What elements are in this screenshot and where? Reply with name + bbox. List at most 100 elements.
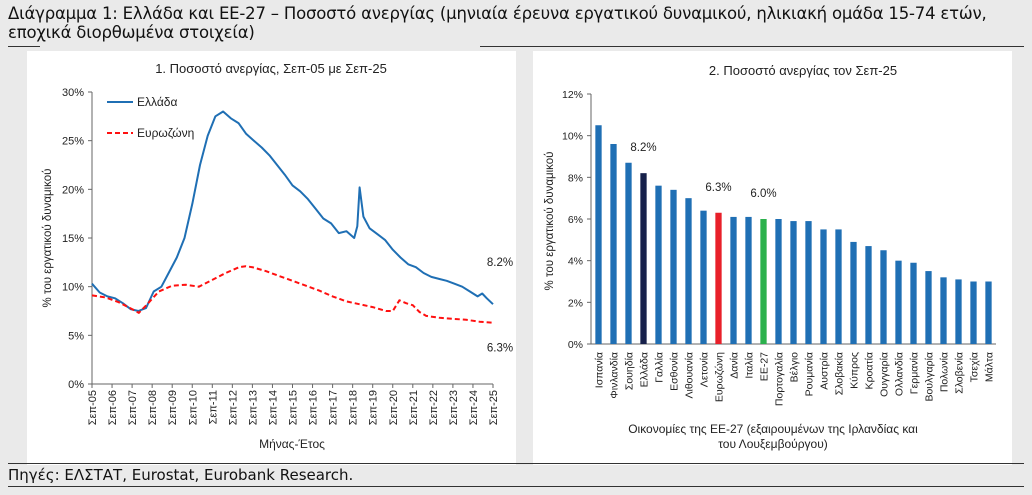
- chart2-bar: [865, 246, 872, 344]
- chart2-x-tick-label: Λιθουανία: [684, 352, 696, 399]
- chart2-bar: [955, 279, 962, 344]
- chart2-y-tick-label: 12%: [562, 89, 583, 101]
- chart1-title: 1. Ποσοστό ανεργίας, Σεπ-05 με Σεπ-25: [155, 61, 387, 76]
- chart-panel-unemployment-by-country: 2. Ποσοστό ανεργίας τον Σεπ-25 0% 2% 4% 6% 8%…: [533, 51, 1012, 465]
- chart2-bar: [625, 162, 632, 344]
- chart2-bar: [970, 281, 977, 344]
- chart2-x-label-line1: Οικονομίες της ΕΕ-27 (εξαιρουμένων της Ι…: [628, 422, 918, 436]
- chart2-x-tick-label: Ισπανία: [594, 352, 606, 388]
- chart2-bar: [880, 250, 887, 344]
- chart2-x-tick-label: Σουηδία: [624, 352, 636, 390]
- chart1-x-tick-label: Σεπ-23: [448, 390, 460, 425]
- chart2-x-tick-label: ΕΕ-27: [759, 352, 771, 381]
- chart1-y-tick-label: 30%: [62, 87, 84, 99]
- chart1-y-tick-label: 5%: [68, 330, 84, 342]
- chart1-x-tick-label: Σεπ-17: [328, 390, 340, 425]
- chart2-x-tick-label: Πορτογαλία: [774, 352, 786, 406]
- chart1-y-tick-label: 25%: [62, 136, 84, 148]
- chart1-x-tick-label: Σεπ-10: [187, 390, 199, 425]
- figure-title: Διάγραμμα 1: Ελλάδα και ΕΕ-27 – Ποσοστό …: [8, 4, 987, 42]
- chart1-series-eurozone: [91, 265, 494, 324]
- chart1-x-tick-label: Σεπ-13: [247, 390, 259, 425]
- chart2-x-tick-label: Ολλανδία: [894, 352, 906, 396]
- chart1-x-tick-label: Σεπ-05: [87, 390, 99, 425]
- chart1-x-tick-label: Σεπ-11: [207, 390, 219, 424]
- chart2-y-tick-label: 10%: [562, 131, 583, 143]
- chart2-bar: [850, 241, 857, 344]
- chart1-x-tick-label: Σεπ-14: [267, 390, 279, 425]
- chart2-bar: [640, 173, 647, 344]
- chart2-bar: [700, 210, 707, 344]
- chart2-bar: [670, 189, 677, 344]
- chart2-bar: [730, 216, 737, 344]
- source-rule-top: [8, 463, 1024, 464]
- chart2-bar: [835, 229, 842, 344]
- chart2-x-tick-label: Σλοβακία: [834, 352, 846, 395]
- chart2-bar: [925, 271, 932, 344]
- chart2-bar: [595, 125, 602, 344]
- chart1-x-tick-label: Σεπ-19: [368, 390, 380, 425]
- chart2-x-tick-label: Γερμανία: [909, 352, 921, 394]
- chart2-bar: [715, 212, 722, 344]
- chart2-x-tick-label: Κύπρος: [849, 352, 861, 389]
- chart2-data-label: 6.3%: [705, 182, 731, 194]
- chart1-data-label: 8.2%: [487, 257, 513, 269]
- chart2-y-tick-label: 0%: [568, 339, 583, 351]
- chart1-x-tick-label: Σεπ-24: [468, 390, 480, 425]
- source-note: Πηγές: ΕΛΣΤΑΤ, Eurostat, Eurobank Resear…: [8, 466, 354, 484]
- chart1-x-tick-label: Σεπ-22: [428, 390, 440, 425]
- chart2-x-tick-label: Αυστρία: [819, 352, 831, 390]
- chart1-x-tick-label: Σεπ-16: [308, 390, 320, 425]
- title-underline-left: [8, 46, 40, 47]
- chart2-x-tick-label: Ρουμανία: [804, 352, 816, 396]
- chart2-x-tick-label: Εσθονία: [669, 352, 681, 391]
- chart1-x-tick-label: Σεπ-09: [167, 390, 179, 425]
- chart2-bar: [775, 219, 782, 344]
- chart1-x-tick-label: Σεπ-25: [488, 390, 500, 425]
- chart2-x-tick-label: Βουλγαρία: [924, 352, 936, 402]
- chart2-y-tick-label: 4%: [568, 256, 583, 268]
- chart1-x-tick-label: Σεπ-20: [388, 390, 400, 425]
- chart2-bar: [790, 221, 797, 344]
- chart2-x-tick-label: Δανία: [729, 352, 741, 379]
- chart2-x-tick-label: Ελλάδα: [639, 352, 651, 387]
- chart2-data-label: 8.2%: [630, 142, 656, 154]
- chart2-y-tick-label: 2%: [568, 297, 583, 309]
- chart1-x-tick-label: Σεπ-12: [227, 390, 239, 425]
- chart2-title: 2. Ποσοστό ανεργίας τον Σεπ-25: [709, 63, 897, 78]
- chart1-y-tick-label: 10%: [62, 282, 84, 294]
- chart2-x-tick-label: Ευρωζώνη: [714, 352, 726, 402]
- chart2-bar: [805, 221, 812, 344]
- chart2-x-label-line2: του Λουξεμβούργου): [718, 437, 828, 451]
- bar-chart: 2. Ποσοστό ανεργίας τον Σεπ-25 0% 2% 4% 6% 8%…: [544, 63, 996, 451]
- chart1-y-tick-label: 15%: [62, 233, 84, 245]
- chart2-y-tick-label: 8%: [568, 172, 583, 184]
- chart2-bar: [985, 281, 992, 344]
- chart2-bar: [820, 229, 827, 344]
- chart1-x-tick-label: Σεπ-06: [107, 390, 119, 425]
- chart1-x-tick-label: Σεπ-07: [127, 390, 139, 425]
- chart2-bar: [895, 260, 902, 344]
- chart2-x-tick-label: Ιταλία: [744, 352, 756, 379]
- chart2-x-tick-label: Λετονία: [699, 352, 711, 387]
- chart2-x-tick-label: Βέλγιο: [789, 352, 801, 383]
- chart2-bar: [760, 219, 767, 344]
- source-rule-bottom: [8, 486, 1024, 487]
- chart1-series-greece: [91, 110, 494, 312]
- chart2-bar: [655, 185, 662, 344]
- chart1-x-tick-label: Σεπ-08: [147, 390, 159, 425]
- title-underline-right: [480, 46, 1024, 47]
- chart1-legend-label: Ευρωζώνη: [137, 126, 194, 140]
- chart2-x-tick-label: Μάλτα: [984, 352, 996, 382]
- line-chart: 1. Ποσοστό ανεργίας, Σεπ-05 με Σεπ-25 0% 5…: [42, 61, 513, 451]
- chart1-x-label: Μήνας-Έτος: [259, 437, 325, 451]
- chart2-y-label: % του εργατικού δυναμικού: [544, 152, 556, 291]
- chart2-bar: [610, 144, 617, 344]
- chart2-x-tick-label: Τσεχία: [969, 352, 981, 382]
- chart2-x-tick-label: Πολωνία: [939, 352, 951, 392]
- chart1-y-tick-label: 20%: [62, 184, 84, 196]
- chart1-x-tick-label: Σεπ-15: [288, 390, 300, 425]
- chart2-y-tick-label: 6%: [568, 214, 583, 226]
- chart1-legend-label: Ελλάδα: [137, 95, 177, 109]
- chart2-bar: [910, 262, 917, 344]
